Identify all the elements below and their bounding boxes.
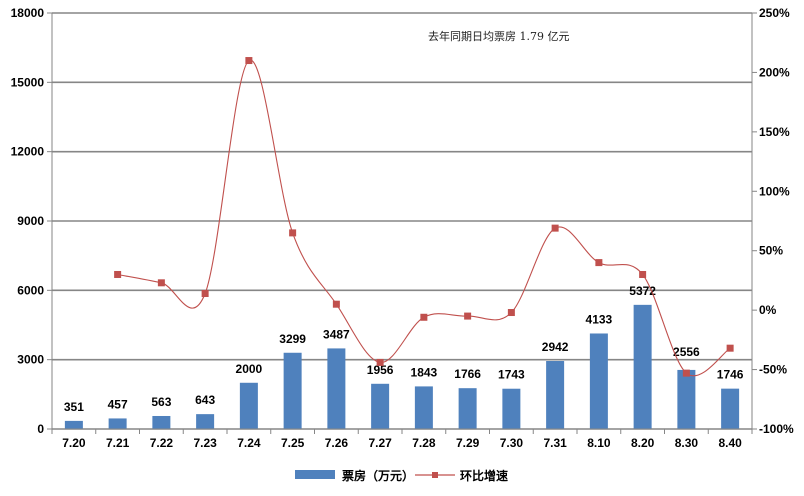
bar-label: 1746 <box>717 368 744 382</box>
line-point <box>726 344 734 352</box>
line-point <box>595 259 603 267</box>
bar-label: 351 <box>64 400 84 414</box>
x-tick-label: 7.23 <box>193 436 217 450</box>
legend: 票房（万元） 环比增速 <box>295 468 508 483</box>
right-axis-ticks: -100% -50% 0% 50% 100% 150% 200% 250% <box>759 6 794 436</box>
left-axis-ticks: 0 3000 6000 9000 12000 15000 18000 <box>11 6 45 436</box>
bar-series <box>64 304 740 429</box>
line-point <box>289 229 297 237</box>
bar-label: 1766 <box>454 367 481 381</box>
x-tick-label: 8.30 <box>675 436 699 450</box>
bar <box>371 383 390 429</box>
left-tick-label: 0 <box>37 422 44 436</box>
bar-label: 2000 <box>236 362 263 376</box>
bar <box>546 361 565 429</box>
bar <box>239 382 258 429</box>
line-point <box>332 300 340 308</box>
left-tick-label: 3000 <box>17 353 44 367</box>
line-point <box>507 309 515 317</box>
line-point <box>157 279 165 287</box>
right-tick-label: 200% <box>759 65 790 79</box>
line-point <box>639 270 647 278</box>
x-tick-label: 8.20 <box>631 436 655 450</box>
x-tick-label: 7.31 <box>543 436 567 450</box>
x-tick-label: 7.28 <box>412 436 436 450</box>
right-tick-label: -50% <box>759 363 787 377</box>
x-axis-ticks: 7.20 7.21 7.22 7.23 7.24 7.25 7.26 7.27 7.28 7.29… <box>62 436 742 450</box>
left-tick-label: 15000 <box>11 75 45 89</box>
legend-label-line: 环比增速 <box>460 468 508 483</box>
x-tick-label: 8.10 <box>587 436 611 450</box>
bar <box>677 369 696 429</box>
left-tick-label: 18000 <box>11 6 45 20</box>
bar-label: 563 <box>151 395 171 409</box>
left-tick-label: 12000 <box>11 145 45 159</box>
bar-label: 643 <box>195 393 215 407</box>
x-tick-label: 8.40 <box>718 436 742 450</box>
right-tick-label: 250% <box>759 6 790 20</box>
line-point <box>114 270 122 278</box>
left-tick-label: 6000 <box>17 283 44 297</box>
bar <box>327 348 346 429</box>
bar-label: 1743 <box>498 368 525 382</box>
line-point <box>376 358 384 366</box>
x-tick-label: 7.20 <box>62 436 86 450</box>
legend-marker-line <box>432 472 438 478</box>
bar-label: 3299 <box>279 332 306 346</box>
bar <box>633 304 652 429</box>
right-tick-label: -100% <box>759 422 794 436</box>
right-tick-label: 0% <box>759 303 777 317</box>
line-point <box>201 290 209 298</box>
bar <box>108 418 127 429</box>
line-series <box>114 57 734 377</box>
bar <box>502 388 521 429</box>
bar <box>414 386 433 429</box>
bar-label: 457 <box>108 397 128 411</box>
right-tick-label: 50% <box>759 244 783 258</box>
bar-label: 2556 <box>673 345 700 359</box>
bar <box>721 388 740 429</box>
x-tick-label: 7.22 <box>150 436 174 450</box>
bar <box>196 414 215 429</box>
bar <box>64 420 83 429</box>
bar-label: 1843 <box>411 365 438 379</box>
annotation: 去年同期日均票房 1.79 亿元 <box>428 29 570 43</box>
left-tick-label: 9000 <box>17 214 44 228</box>
bar-label: 3487 <box>323 327 350 341</box>
series-line <box>117 59 731 377</box>
bar-data-labels: 351 457 563 643 2000 3299 3487 1956 1843 1766 1743… <box>64 284 744 414</box>
bar <box>283 352 302 429</box>
right-tick-label: 100% <box>759 184 790 198</box>
legend-label-bar: 票房（万元） <box>342 468 414 483</box>
line-point <box>551 224 559 232</box>
bar-label: 1956 <box>367 363 394 377</box>
bar <box>152 415 171 429</box>
bar-label: 4133 <box>586 312 613 326</box>
x-tick-label: 7.21 <box>106 436 130 450</box>
x-tick-label: 7.25 <box>281 436 305 450</box>
x-tick-label: 7.29 <box>456 436 480 450</box>
line-point <box>420 313 428 321</box>
bar-label: 2942 <box>542 340 569 354</box>
line-point <box>682 369 690 377</box>
bar <box>458 388 477 429</box>
right-tick-label: 150% <box>759 125 790 139</box>
bar-label: 5372 <box>629 284 656 298</box>
line-point <box>245 57 253 65</box>
x-tick-label: 7.30 <box>500 436 524 450</box>
bar <box>589 333 608 429</box>
axes <box>47 12 757 434</box>
x-tick-label: 7.27 <box>368 436 392 450</box>
x-tick-label: 7.24 <box>237 436 261 450</box>
legend-swatch-bar <box>295 470 335 479</box>
line-point <box>464 312 472 320</box>
gridlines <box>52 12 752 430</box>
x-tick-label: 7.26 <box>325 436 349 450</box>
